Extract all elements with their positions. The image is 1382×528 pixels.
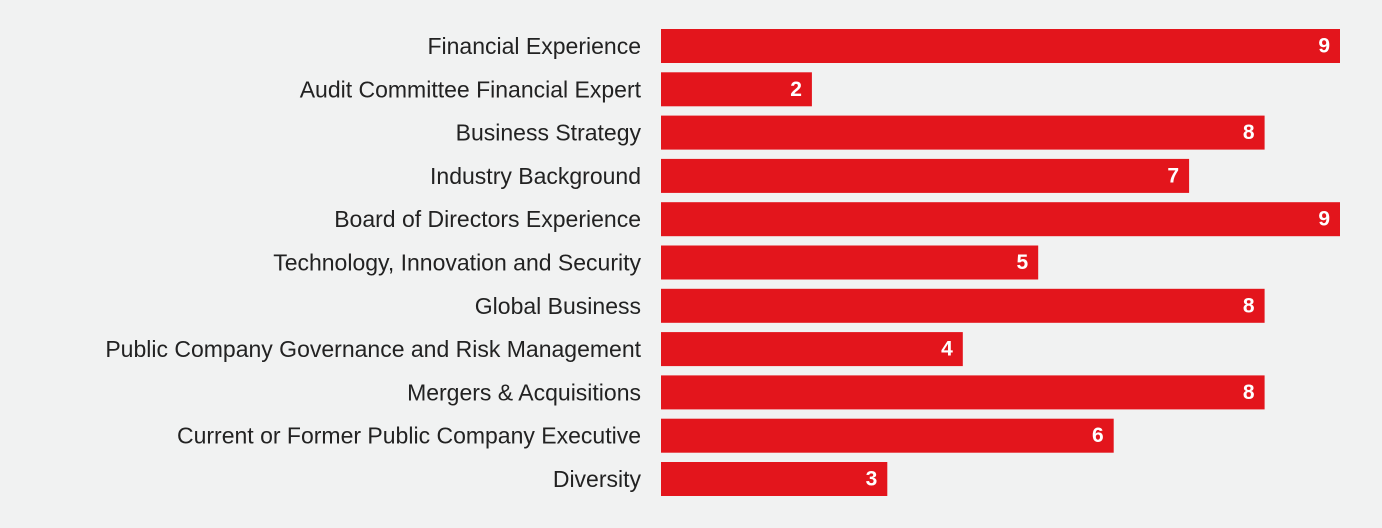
value-labels-layer: 9 2 8 7 9 5 8 4 8 6 3 — [790, 35, 1330, 491]
category-label: Audit Committee Financial Expert — [300, 76, 642, 102]
bar — [661, 72, 812, 107]
value-label: 3 — [866, 468, 878, 491]
bar — [661, 462, 888, 496]
value-label: 5 — [1017, 251, 1029, 274]
bar — [661, 115, 1265, 150]
category-label: Public Company Governance and Risk Manag… — [105, 336, 641, 362]
bars-layer — [661, 29, 1340, 496]
value-label: 9 — [1318, 208, 1330, 231]
value-label: 7 — [1167, 164, 1179, 187]
category-label: Global Business — [475, 293, 641, 319]
category-label: Current or Former Public Company Executi… — [177, 423, 641, 449]
value-label: 4 — [941, 338, 953, 361]
bar — [661, 245, 1039, 280]
category-labels-layer: Financial Experience Audit Committee Fina… — [105, 33, 641, 492]
category-label: Diversity — [553, 466, 642, 492]
bar — [661, 288, 1265, 323]
category-label: Business Strategy — [456, 120, 642, 146]
category-label: Board of Directors Experience — [334, 206, 641, 232]
bar — [661, 158, 1190, 193]
category-label: Mergers & Acquisitions — [407, 379, 641, 405]
category-label: Industry Background — [430, 163, 641, 189]
bar — [661, 332, 963, 367]
value-label: 6 — [1092, 424, 1104, 447]
bar — [661, 375, 1265, 410]
category-label: Financial Experience — [427, 33, 641, 59]
value-label: 8 — [1243, 294, 1255, 317]
bar — [661, 418, 1114, 453]
bar — [661, 29, 1340, 63]
value-label: 2 — [790, 78, 802, 101]
value-label: 9 — [1318, 35, 1330, 58]
bar — [661, 202, 1340, 237]
value-label: 8 — [1243, 121, 1255, 144]
value-label: 8 — [1243, 381, 1255, 404]
category-label: Technology, Innovation and Security — [273, 250, 641, 276]
